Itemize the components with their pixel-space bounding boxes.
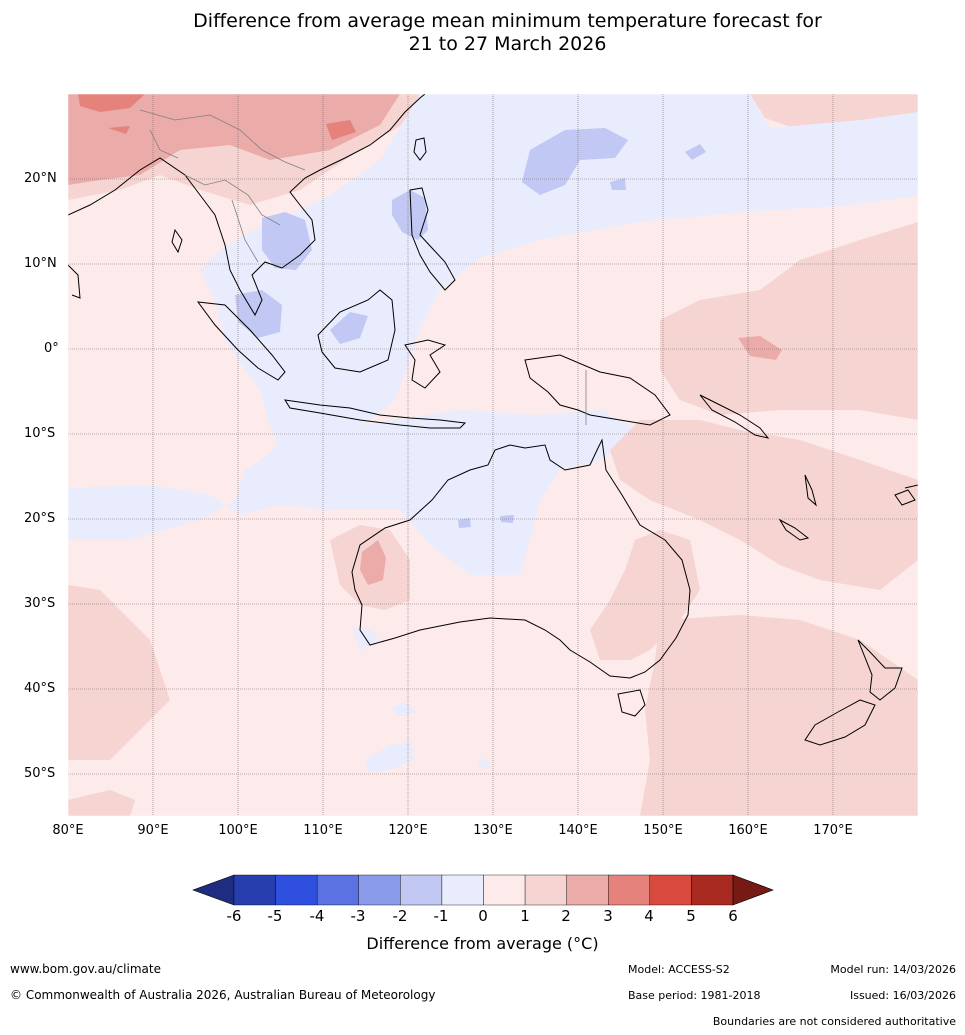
anomaly-1-to-2-southwest (68, 585, 170, 760)
colorbar-segment (524, 874, 567, 906)
philippines-coastline (409, 187, 456, 291)
lat-label: 20°S (24, 511, 56, 526)
title-line-2: 21 to 27 March 2026 (408, 33, 607, 55)
colorbar-tick: -1 (433, 907, 449, 925)
anomaly-1-to-2-pacific (660, 222, 918, 420)
anomaly-minus1-to-0-tropics (200, 94, 918, 450)
colorbar-segment (566, 874, 609, 906)
colorbar-title: Difference from average (°C) (366, 934, 599, 953)
colorbar-arrow-high (732, 874, 774, 906)
colorbar-segment (400, 874, 443, 906)
lat-label: 50°S (24, 766, 56, 781)
anomaly-minus2-to-minus1-patch (610, 144, 706, 190)
colorbar-segment (649, 874, 692, 906)
country-borders (139, 109, 587, 425)
new-caledonia-coastline (778, 518, 810, 541)
colorbar-segment (608, 874, 651, 906)
lon-label: 170°E (813, 823, 853, 838)
colorbar-tick: 2 (561, 907, 571, 925)
lon-label: 160°E (728, 823, 768, 838)
issued-text: Issued: 16/03/2026 (849, 989, 956, 1002)
lon-label: 110°E (303, 823, 343, 838)
model-run-text: Model run: 14/03/2026 (830, 963, 956, 976)
lon-label: 120°E (388, 823, 428, 838)
sulawesi-coastline (404, 339, 447, 389)
colorbar-tick: 1 (520, 907, 530, 925)
tasmania-coastline (617, 689, 646, 717)
fiji-coastline (894, 484, 918, 506)
borneo-coastline (317, 289, 396, 373)
map-title: Difference from average mean minimum tem… (0, 10, 965, 56)
colorbar-tick: -5 (267, 907, 283, 925)
lat-label: 30°S (24, 596, 56, 611)
base-period-text: Base period: 1981-2018 (628, 989, 761, 1002)
lon-label: 140°E (558, 823, 598, 838)
colorbar-segment (441, 874, 484, 906)
colorbar-arrow-low (192, 874, 235, 906)
asia-coastline (68, 94, 426, 317)
lat-label: 0° (44, 341, 59, 356)
lon-label: 80°E (52, 823, 84, 838)
colorbar-tick: 3 (603, 907, 613, 925)
lat-label: 10°N (24, 256, 57, 271)
colorbar-tick: -6 (226, 907, 242, 925)
taiwan-coastline (413, 137, 427, 161)
copyright-text: © Commonwealth of Australia 2026, Austra… (10, 988, 436, 1002)
anomaly-1-to-2-tasman (640, 615, 918, 816)
anomaly-2-to-3-pacific (738, 336, 782, 360)
anomaly-minus1-to-0-south (352, 628, 490, 772)
anomaly-2-to-3-wa (360, 540, 386, 585)
anomaly-minus2-to-minus1-patch (522, 128, 628, 195)
lon-label: 130°E (473, 823, 513, 838)
colorbar-tick: 6 (728, 907, 738, 925)
anomaly-minus2-to-minus1-philippines (392, 190, 428, 240)
boundaries-note: Boundaries are not considered authoritat… (712, 1015, 956, 1028)
coastlines (68, 94, 918, 746)
map-frame (67, 93, 919, 817)
solomon-islands-coastline (699, 394, 770, 439)
colorbar-segment (233, 874, 276, 906)
colorbar-segment (316, 874, 359, 906)
lat-label: 10°S (24, 426, 56, 441)
anomaly-minus2-to-minus1-malaya (235, 290, 368, 344)
anomaly-1-to-2-coral-sea (610, 420, 918, 590)
colorbar-tick: -2 (392, 907, 408, 925)
india-coastline (68, 228, 183, 299)
lon-label: 150°E (643, 823, 683, 838)
map-area (68, 94, 918, 816)
colorbar (192, 874, 774, 906)
java-coastline (284, 399, 467, 429)
vanuatu-coastline (804, 474, 817, 507)
anomaly-2-to-3-north (68, 94, 400, 185)
anomaly-3-to-4-north (78, 94, 356, 140)
lon-label: 100°E (218, 823, 258, 838)
colorbar-segment (691, 874, 734, 906)
new-zealand-coastline (804, 639, 903, 746)
lat-label: 20°N (24, 171, 57, 186)
anomaly-minus1-to-0-west (68, 410, 640, 575)
lat-label: 40°S (24, 681, 56, 696)
anomaly-1-to-2-south (68, 790, 135, 816)
colorbar-tick: 0 (478, 907, 488, 925)
colorbar-segment (483, 874, 526, 906)
australia-coastline (351, 438, 691, 679)
colorbar-tick: 4 (644, 907, 654, 925)
colorbar-segment (358, 874, 401, 906)
colorbar-tick: -4 (309, 907, 325, 925)
colorbar-tick: -3 (350, 907, 366, 925)
anomaly-minus2-to-minus1-small (458, 515, 514, 528)
title-line-1: Difference from average mean minimum tem… (193, 10, 822, 32)
model-text: Model: ACCESS-S2 (628, 963, 730, 976)
sumatra-coastline (196, 301, 286, 381)
colorbar-segment (275, 874, 318, 906)
lon-label: 90°E (137, 823, 169, 838)
new-guinea-coastline (524, 354, 671, 426)
colorbar-tick: 5 (686, 907, 696, 925)
anomaly-1-to-2-northeast (750, 94, 918, 130)
website-link[interactable]: www.bom.gov.au/climate (10, 962, 161, 976)
